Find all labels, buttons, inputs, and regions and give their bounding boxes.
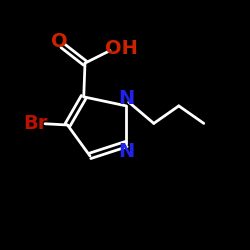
Text: OH: OH	[105, 38, 138, 58]
Text: N: N	[118, 142, 134, 161]
Text: Br: Br	[23, 114, 47, 133]
Text: N: N	[118, 89, 134, 108]
Text: O: O	[51, 32, 68, 50]
